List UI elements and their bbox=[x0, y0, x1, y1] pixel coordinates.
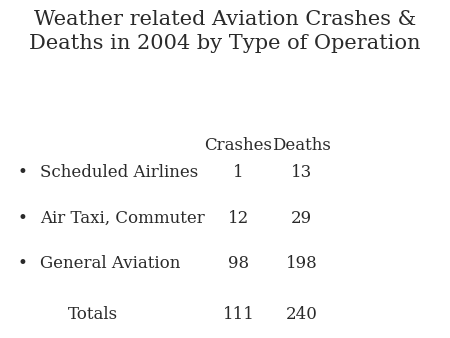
Text: Air Taxi, Commuter: Air Taxi, Commuter bbox=[40, 210, 205, 226]
Text: Weather related Aviation Crashes &
Deaths in 2004 by Type of Operation: Weather related Aviation Crashes & Death… bbox=[29, 10, 421, 53]
Text: 111: 111 bbox=[223, 306, 254, 323]
Text: •: • bbox=[18, 164, 27, 181]
Text: 13: 13 bbox=[291, 164, 312, 181]
Text: Totals: Totals bbox=[68, 306, 117, 323]
Text: 12: 12 bbox=[228, 210, 249, 226]
Text: 29: 29 bbox=[291, 210, 312, 226]
Text: Scheduled Airlines: Scheduled Airlines bbox=[40, 164, 199, 181]
Text: •: • bbox=[18, 210, 27, 226]
Text: Deaths: Deaths bbox=[272, 137, 331, 154]
Text: 198: 198 bbox=[286, 255, 317, 272]
Text: 98: 98 bbox=[228, 255, 249, 272]
Text: General Aviation: General Aviation bbox=[40, 255, 181, 272]
Text: Crashes: Crashes bbox=[204, 137, 273, 154]
Text: 240: 240 bbox=[286, 306, 317, 323]
Text: •: • bbox=[18, 255, 27, 272]
Text: 1: 1 bbox=[233, 164, 244, 181]
